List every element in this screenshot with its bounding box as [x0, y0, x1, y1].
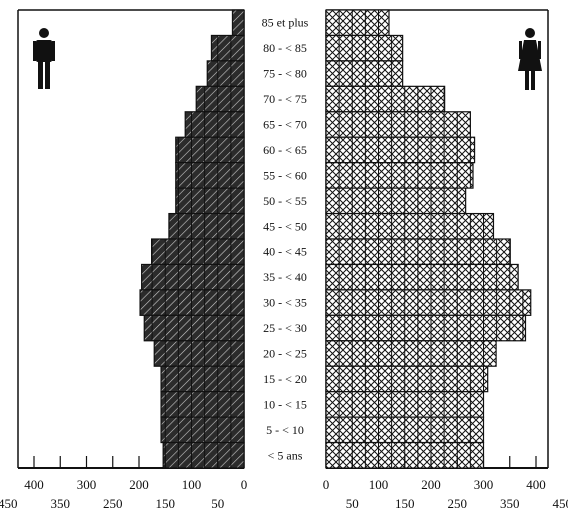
- age-group-label: 40 - < 45: [263, 245, 307, 259]
- male-icon: [33, 28, 55, 89]
- axis-tick-label: 200: [421, 477, 441, 492]
- age-group-label: 25 - < 30: [263, 321, 307, 335]
- female-bar-13: [325, 340, 497, 367]
- male-bar-1: [210, 34, 245, 62]
- age-group-label: 15 - < 20: [263, 372, 307, 386]
- male-bar-16: [160, 416, 245, 444]
- female-bar-3: [325, 85, 446, 113]
- female-bar-0: [325, 9, 390, 37]
- axis-tick-label: 450: [0, 496, 18, 511]
- female-bar-10: [325, 263, 519, 291]
- male-bar-15: [160, 391, 245, 418]
- age-group-label: 75 - < 80: [263, 67, 307, 81]
- male-bar-4: [184, 111, 245, 138]
- age-group-label: 10 - < 15: [263, 397, 307, 411]
- age-group-label: 45 - < 50: [263, 219, 307, 233]
- male-bar-5: [175, 136, 245, 164]
- age-group-label: < 5 ans: [268, 448, 303, 462]
- axis-tick-label: 0: [241, 477, 248, 492]
- female-bar-8: [325, 212, 495, 240]
- female-bar-4: [325, 111, 471, 138]
- age-group-label: 55 - < 60: [263, 168, 307, 182]
- axis-tick-label: 100: [182, 477, 202, 492]
- right-panel: [325, 9, 549, 469]
- male-bars-grid: [151, 35, 232, 468]
- axis-tick-label: 250: [448, 496, 468, 511]
- axis-tick-label: 0: [323, 477, 330, 492]
- male-bar-3: [195, 85, 245, 113]
- male-bar-14: [160, 365, 245, 393]
- male-bar-0: [231, 9, 245, 37]
- left-axis-ticks: [33, 456, 219, 468]
- age-group-label: 35 - < 40: [263, 270, 307, 284]
- male-bar-10: [141, 263, 245, 291]
- axis-tick-label: 100: [369, 477, 389, 492]
- male-bar-9: [151, 238, 245, 266]
- axis-tick-label: 150: [156, 496, 176, 511]
- age-group-label: 5 - < 10: [266, 423, 304, 437]
- axis-tick-label: 350: [500, 496, 520, 511]
- age-group-labels: 85 et plus 80 - < 85 75 - < 80 70 - < 75 65 …: [262, 16, 309, 463]
- axis-tick-label: 200: [129, 477, 149, 492]
- axis-tick-label: 50: [346, 496, 359, 511]
- male-bars: [139, 9, 245, 469]
- age-group-label: 65 - < 70: [263, 118, 307, 132]
- axis-tick-label: 300: [474, 477, 494, 492]
- female-bar-11: [325, 289, 532, 316]
- female-icon: [518, 28, 542, 90]
- female-bar-14: [325, 365, 489, 393]
- axis-tick-label: 50: [211, 496, 224, 511]
- axis-tick-label: 400: [24, 477, 44, 492]
- male-bar-7: [175, 187, 245, 215]
- age-group-label: 50 - < 55: [263, 194, 307, 208]
- age-group-label: 20 - < 25: [263, 347, 307, 361]
- female-bar-5: [325, 136, 476, 164]
- female-bar-7: [325, 187, 467, 215]
- axis-tick-label: 150: [395, 496, 415, 511]
- axis-tick-label: 300: [77, 477, 97, 492]
- male-bar-6: [175, 162, 245, 189]
- axis-tick-label: 350: [51, 496, 71, 511]
- age-group-label: 80 - < 85: [263, 41, 307, 55]
- male-bar-2: [206, 60, 245, 87]
- left-panel: [17, 9, 245, 469]
- age-group-label: 60 - < 65: [263, 143, 307, 157]
- age-group-label: 70 - < 75: [263, 92, 307, 106]
- male-bar-17: [162, 441, 245, 469]
- age-group-label: 85 et plus: [262, 16, 309, 30]
- male-bar-12: [143, 314, 245, 342]
- axis-tick-label: 450: [553, 496, 568, 511]
- female-bar-12: [325, 314, 527, 342]
- female-bar-6: [325, 162, 474, 189]
- age-group-label: 30 - < 35: [263, 296, 307, 310]
- axis-tick-label: 250: [103, 496, 123, 511]
- female-bars: [325, 9, 532, 469]
- right-axis-ticks: [351, 456, 537, 468]
- male-bar-11: [139, 289, 245, 316]
- axis-tick-labels: 400 300 200 100 0 450 350 250 150 50 0 100 200 300 400…: [0, 477, 568, 511]
- axis-tick-label: 400: [526, 477, 546, 492]
- male-bar-8: [168, 212, 245, 240]
